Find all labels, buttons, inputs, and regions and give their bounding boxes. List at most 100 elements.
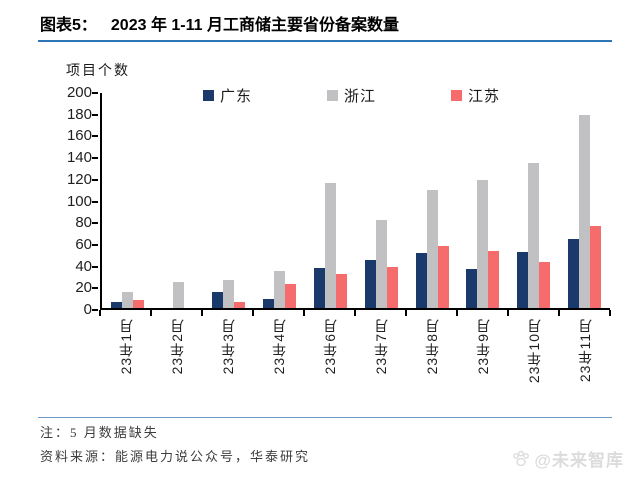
bar-jiangsu bbox=[285, 284, 297, 308]
bar-zhejiang bbox=[325, 183, 337, 308]
bar-group-23年8月 bbox=[407, 93, 458, 308]
bar-group-23年3月 bbox=[204, 93, 255, 308]
bar-zhejiang bbox=[426, 189, 438, 308]
legend-swatch-jiangsu bbox=[451, 90, 463, 101]
chart-note: 注：5 月数据缺失 bbox=[40, 425, 159, 440]
bar-jiangsu bbox=[539, 262, 551, 308]
legend-label-jiangsu: 江苏 bbox=[468, 88, 501, 105]
bar-zhejiang bbox=[477, 179, 489, 308]
x-tick-label-2: 23年3月 bbox=[219, 318, 236, 375]
y-tick-mark bbox=[92, 157, 98, 160]
bar-guangdong bbox=[263, 299, 275, 308]
bar-jiangsu bbox=[590, 225, 602, 308]
figure-number: 图表5： bbox=[40, 17, 97, 34]
bar-guangdong bbox=[314, 267, 326, 308]
bar-guangdong bbox=[466, 268, 478, 308]
bar-zhejiang bbox=[172, 281, 184, 308]
figure-title: 图表5： 2023 年 1-11 月工商储主要省份备案数量 bbox=[40, 11, 399, 35]
chart-legend: 广东 浙江 江苏 bbox=[203, 85, 500, 106]
legend-swatch-guangdong bbox=[203, 90, 214, 101]
bar-group-23年4月 bbox=[254, 93, 305, 308]
y-axis-unit-label: 项目个数 bbox=[66, 64, 130, 79]
x-tick-label-6: 23年8月 bbox=[423, 318, 440, 375]
y-tick-label-200: 200 bbox=[66, 84, 92, 101]
y-tick-mark bbox=[92, 287, 98, 290]
x-tick-label-8: 23年10月 bbox=[525, 318, 542, 384]
legend-item-jiangsu: 江苏 bbox=[451, 85, 500, 106]
x-tick-mark bbox=[405, 310, 407, 316]
bar-jiangsu bbox=[132, 300, 144, 308]
bar-group-23年11月 bbox=[559, 93, 610, 308]
y-tick-mark bbox=[92, 200, 98, 203]
bar-group-23年9月 bbox=[458, 93, 509, 308]
bar-zhejiang bbox=[375, 220, 387, 308]
y-tick-mark bbox=[92, 309, 98, 311]
bar-jiangsu bbox=[488, 250, 500, 308]
bar-group-23年10月 bbox=[508, 93, 559, 308]
bar-guangdong bbox=[110, 301, 122, 308]
x-tick-mark bbox=[456, 310, 458, 316]
y-tick-mark bbox=[92, 222, 98, 225]
bar-group-23年6月 bbox=[305, 93, 356, 308]
y-tick-label-140: 140 bbox=[66, 149, 92, 167]
x-tick-label-0: 23年1月 bbox=[117, 318, 134, 375]
source-line: 资料来源：能源电力说公众号，华泰研究 bbox=[40, 449, 311, 464]
y-tick-label-80: 80 bbox=[75, 214, 92, 232]
bar-zhejiang bbox=[579, 114, 591, 308]
x-tick-mark bbox=[609, 310, 611, 316]
bar-zhejiang bbox=[274, 271, 286, 308]
y-tick-mark bbox=[92, 243, 98, 246]
bar-guangdong bbox=[212, 291, 224, 308]
y-tick-label-0: 0 bbox=[83, 301, 92, 318]
legend-label-guangdong: 广东 bbox=[220, 88, 253, 105]
y-tick-mark bbox=[92, 265, 98, 268]
paw-icon bbox=[513, 450, 530, 466]
bar-group-23年1月 bbox=[102, 93, 153, 308]
bar-guangdong bbox=[517, 251, 529, 308]
x-tick-mark bbox=[201, 310, 203, 316]
legend-swatch-zhejiang bbox=[327, 90, 339, 101]
y-tick-label-40: 40 bbox=[75, 257, 92, 275]
bar-group-23年7月 bbox=[356, 93, 407, 308]
x-tick-mark bbox=[507, 310, 509, 316]
x-tick-label-7: 23年9月 bbox=[474, 318, 491, 375]
watermark: @未来智库 bbox=[511, 446, 624, 471]
x-tick-mark bbox=[150, 310, 152, 316]
x-tick-mark bbox=[252, 310, 254, 316]
x-tick-mark bbox=[303, 310, 305, 316]
figure-title-text: 2023 年 1-11 月工商储主要省份备案数量 bbox=[110, 17, 399, 34]
x-tick-label-5: 23年7月 bbox=[372, 318, 389, 375]
x-tick-label-1: 23年2月 bbox=[168, 318, 185, 375]
y-tick-label-60: 60 bbox=[75, 235, 92, 253]
legend-label-zhejiang: 浙江 bbox=[344, 88, 377, 105]
bar-guangdong bbox=[568, 238, 580, 308]
bar-jiangsu bbox=[386, 266, 398, 308]
y-tick-label-100: 100 bbox=[66, 192, 92, 210]
y-tick-label-160: 160 bbox=[66, 127, 92, 145]
bar-jiangsu bbox=[234, 301, 246, 308]
x-tick-mark bbox=[558, 310, 560, 316]
bar-jiangsu bbox=[437, 246, 449, 308]
x-tick-label-3: 23年4月 bbox=[270, 318, 287, 375]
bar-guangdong bbox=[364, 260, 376, 308]
footer-divider bbox=[38, 417, 612, 418]
y-tick-mark bbox=[92, 178, 98, 181]
y-tick-label-120: 120 bbox=[66, 170, 92, 188]
y-tick-mark bbox=[92, 92, 98, 94]
y-tick-mark bbox=[92, 113, 98, 116]
bar-guangdong bbox=[415, 252, 427, 308]
y-tick-mark bbox=[92, 135, 98, 138]
bar-zhejiang bbox=[223, 279, 235, 308]
x-tick-mark bbox=[354, 310, 356, 316]
x-tick-label-9: 23年11月 bbox=[576, 318, 593, 383]
watermark-text: @未来智库 bbox=[534, 451, 624, 470]
y-tick-label-180: 180 bbox=[66, 105, 92, 123]
x-tick-mark bbox=[99, 310, 101, 316]
x-tick-label-4: 23年6月 bbox=[321, 318, 338, 375]
bar-zhejiang bbox=[528, 162, 540, 308]
bar-jiangsu bbox=[336, 274, 348, 308]
legend-item-guangdong: 广东 bbox=[203, 85, 252, 106]
y-tick-label-20: 20 bbox=[75, 279, 92, 297]
bar-zhejiang bbox=[121, 291, 133, 308]
